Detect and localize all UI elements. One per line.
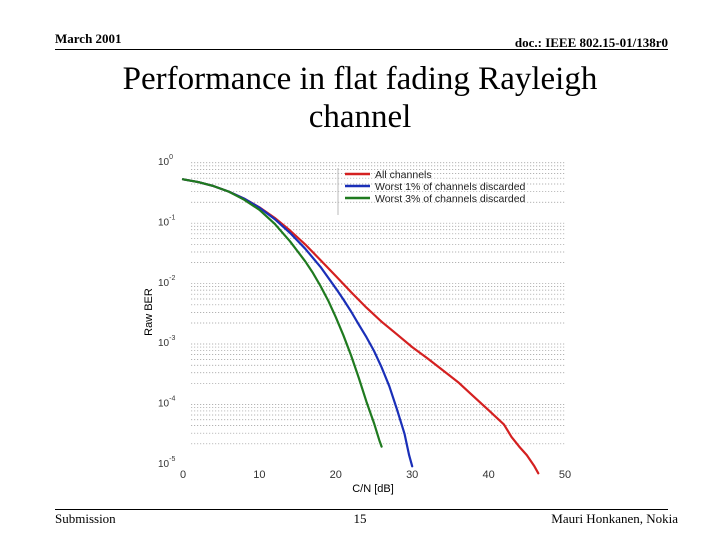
legend-entry: Worst 1% of channels discarded [375,181,526,193]
y-tick-label: 10-2 [158,275,175,289]
legend-entry: All channels [375,169,432,181]
x-axis-ticks: 0 10 20 30 40 50 [180,469,571,481]
y-tick-label: 10-4 [158,396,175,410]
x-tick-label: 20 [330,469,342,481]
x-tick-label: 40 [482,469,494,481]
footer-submission: Submission [55,511,116,527]
y-tick-label: 10-5 [158,456,175,470]
y-axis-label: Raw BER [143,288,155,336]
y-tick-label: 10-1 [158,214,175,228]
y-tick-label: 10-3 [158,335,175,349]
x-axis-label: C/N [dB] [352,483,394,495]
legend-entry: Worst 3% of channels discarded [375,193,526,205]
y-axis-ticks: 100 10-1 10-2 10-3 10-4 10-5 [158,154,175,470]
x-tick-label: 50 [559,469,571,481]
x-tick-label: 10 [253,469,265,481]
x-tick-label: 30 [406,469,418,481]
x-tick-label: 0 [180,469,186,481]
y-tick-label: 100 [158,154,173,168]
footer-page-number: 15 [345,511,375,527]
footer-author: Mauri Honkanen, Nokia [551,511,678,527]
footer-divider [55,509,668,510]
